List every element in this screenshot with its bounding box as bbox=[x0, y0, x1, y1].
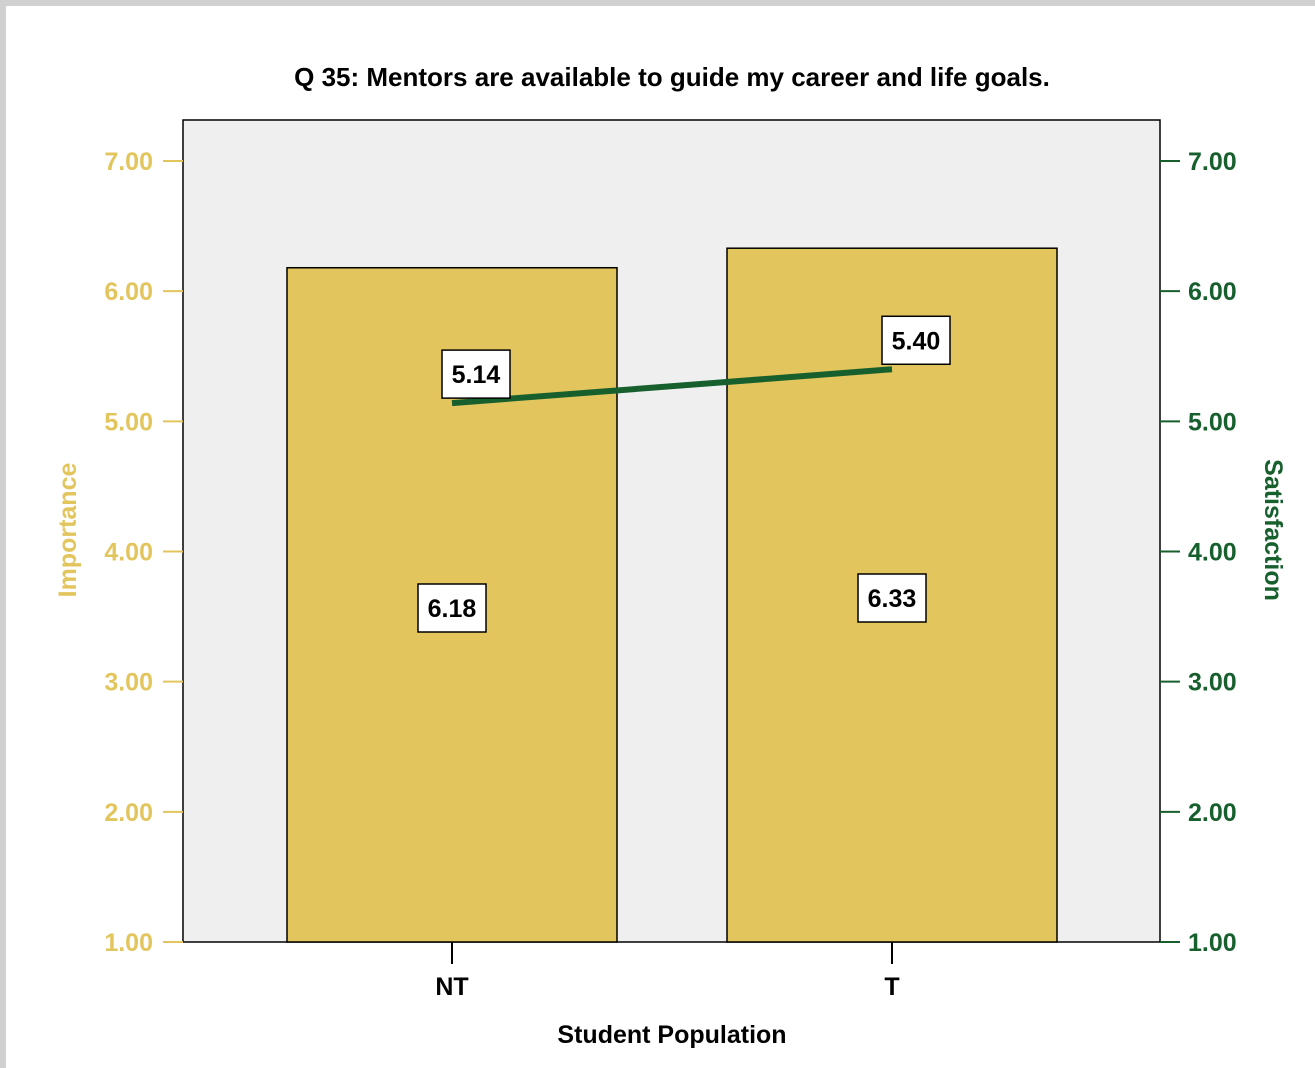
bar-value-label-nt-text: 6.18 bbox=[428, 595, 477, 623]
x-tick-label-nt: NT bbox=[435, 973, 468, 1001]
x-axis: NT T bbox=[435, 942, 900, 1001]
y-axis-label-left: Importance bbox=[54, 463, 82, 598]
right-axis: 1.00 2.00 3.00 4.00 5.00 6.00 7.00 bbox=[1160, 148, 1237, 957]
line-value-label-nt-box bbox=[441, 349, 511, 399]
left-tick-label: 1.00 bbox=[104, 929, 153, 957]
right-tick-label: 7.00 bbox=[1188, 148, 1237, 176]
line-layer bbox=[451, 366, 893, 407]
chart-title: Q 35: Mentors are available to guide my … bbox=[294, 62, 1050, 92]
right-tick-label: 1.00 bbox=[1188, 929, 1237, 957]
line-value-label-nt: 5.14 bbox=[441, 349, 511, 399]
right-tick-label: 2.00 bbox=[1188, 799, 1237, 827]
line-value-label-t-text: 5.40 bbox=[892, 327, 941, 355]
right-tick-label: 6.00 bbox=[1188, 278, 1237, 306]
line-value-label-nt-text: 5.14 bbox=[452, 361, 501, 389]
satisfaction-line bbox=[451, 366, 893, 407]
right-tick-label: 3.00 bbox=[1188, 669, 1237, 697]
left-tick-label: 4.00 bbox=[104, 539, 153, 567]
bar-value-label-nt-box bbox=[417, 583, 487, 633]
left-tick-label: 3.00 bbox=[104, 669, 153, 697]
x-tick-label-t: T bbox=[884, 973, 899, 1001]
right-tick-label: 4.00 bbox=[1188, 539, 1237, 567]
bar-value-label-t: 6.33 bbox=[857, 573, 927, 623]
bar-value-label-t-box bbox=[857, 573, 927, 623]
line-value-label-t-box bbox=[881, 315, 951, 366]
left-tick-label: 6.00 bbox=[104, 278, 153, 306]
data-labels-layer: 6.18 6.33 5.14 5.40 bbox=[417, 315, 951, 633]
right-tick-label: 5.00 bbox=[1188, 408, 1237, 436]
left-tick-label: 2.00 bbox=[104, 799, 153, 827]
x-axis-label: Student Population bbox=[557, 1021, 786, 1049]
left-tick-label: 5.00 bbox=[104, 408, 153, 436]
y-axis-label-right: Satisfaction bbox=[1259, 459, 1287, 601]
bar-value-label-nt: 6.18 bbox=[417, 583, 487, 633]
bar-value-label-t-text: 6.33 bbox=[868, 585, 917, 613]
line-value-label-t: 5.40 bbox=[881, 315, 951, 366]
left-axis: 1.00 2.00 3.00 4.00 5.00 6.00 7.00 bbox=[104, 148, 183, 957]
left-tick-label: 7.00 bbox=[104, 148, 153, 176]
